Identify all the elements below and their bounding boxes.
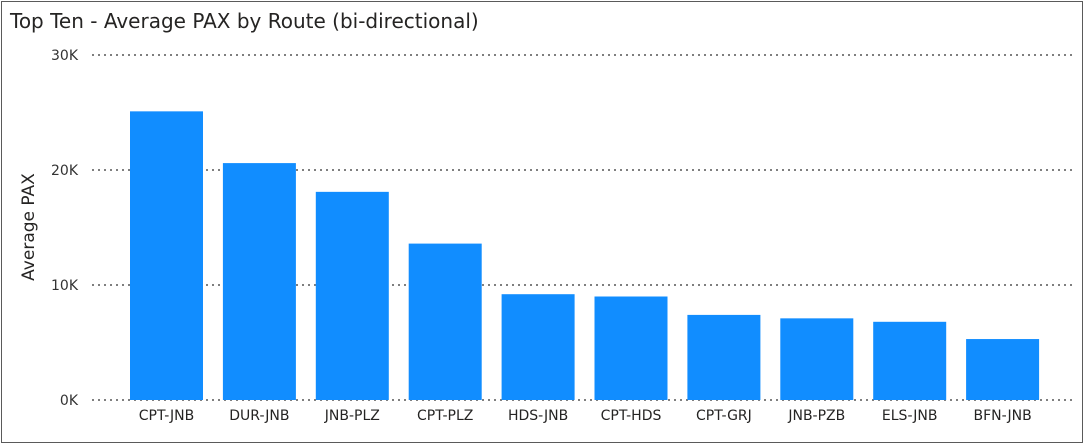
bar-hds-jnb[interactable]: [501, 294, 575, 400]
bar-jnb-pzb[interactable]: [780, 318, 854, 400]
y-tick-label: 20K: [51, 163, 79, 179]
x-category-labels: CPT-JNB DUR-JNB JNB-PLZ CPT-PLZ HDS-JNB CPT-H…: [139, 408, 1032, 424]
bar-cpt-jnb[interactable]: [130, 111, 203, 400]
bar-els-jnb[interactable]: [873, 321, 947, 400]
x-category-label: JNB-PLZ: [324, 408, 380, 424]
x-category-label: CPT-JNB: [139, 408, 195, 424]
x-category-label: DUR-JNB: [229, 408, 289, 424]
bar-cpt-grj[interactable]: [687, 314, 761, 400]
bar-jnb-plz[interactable]: [315, 191, 389, 400]
chart-title: Top Ten - Average PAX by Route (bi-direc…: [10, 9, 479, 33]
bars: [130, 111, 1040, 401]
y-tick-label: 0K: [60, 393, 79, 409]
bar-bfn-jnb[interactable]: [966, 339, 1040, 400]
y-axis-title: Average PAX: [19, 173, 39, 281]
y-tick-label: 30K: [51, 48, 79, 64]
x-category-label: CPT-GRJ: [696, 408, 752, 424]
bar-cpt-plz[interactable]: [408, 243, 482, 400]
y-tick-labels: 0K 10K 20K 30K: [51, 48, 79, 409]
x-category-label: CPT-HDS: [601, 408, 662, 424]
x-category-label: HDS-JNB: [508, 408, 568, 424]
y-tick-label: 10K: [51, 278, 79, 294]
bar-cpt-hds[interactable]: [594, 296, 668, 401]
x-category-label: JNB-PZB: [787, 408, 845, 424]
x-category-label: BFN-JNB: [974, 408, 1032, 424]
x-category-label: CPT-PLZ: [417, 408, 473, 424]
bar-dur-jnb[interactable]: [222, 163, 296, 400]
x-category-label: ELS-JNB: [882, 408, 938, 424]
